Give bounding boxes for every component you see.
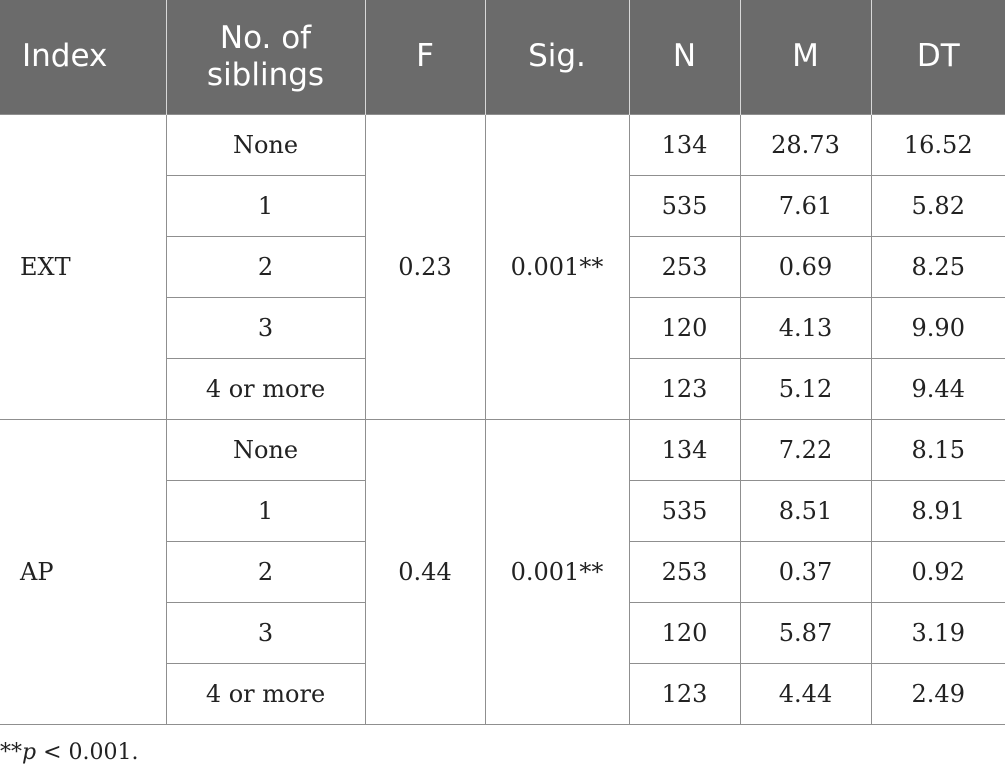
table-row: AP None 0.44 0.001** 134 7.22 8.15	[0, 418, 1005, 725]
dt-cell: 8.15	[870, 418, 1005, 481]
sig-cell: 0.001**	[484, 418, 630, 725]
m-cell: 0.69	[739, 235, 872, 298]
m-cell: 7.22	[739, 418, 872, 481]
dt-cell: 2.49	[870, 662, 1005, 725]
table-footnote: **p < 0.001.	[0, 740, 139, 765]
header-siblings-line1: No. of	[219, 19, 312, 56]
siblings-cell: 1	[166, 479, 366, 542]
header-siblings-line2: siblings	[206, 56, 325, 93]
n-cell: 120	[628, 296, 741, 359]
m-cell: 4.13	[739, 296, 872, 359]
table-row: 2 253 0.37 0.92	[0, 540, 1005, 603]
header-row: Index No. of siblings F Sig. N M DT	[0, 0, 1005, 114]
dt-cell: 3.19	[870, 601, 1005, 664]
siblings-cell: 2	[166, 235, 366, 298]
m-cell: 5.12	[739, 357, 872, 420]
header-n: N	[628, 0, 741, 114]
header-f: F	[364, 0, 486, 114]
n-cell: 123	[628, 357, 741, 420]
m-cell: 7.61	[739, 174, 872, 237]
table-row: 2 253 0.69 8.25	[0, 235, 1005, 298]
n-cell: 535	[628, 479, 741, 542]
n-cell: 134	[628, 113, 741, 176]
table-row: 4 or more 123 5.12 9.44	[0, 357, 1005, 420]
siblings-cell: 2	[166, 540, 366, 603]
footnote-text: < 0.001.	[36, 740, 139, 765]
header-siblings: No. of siblings	[165, 0, 366, 114]
dt-cell: 0.92	[870, 540, 1005, 603]
n-cell: 253	[628, 540, 741, 603]
m-cell: 28.73	[739, 113, 872, 176]
index-cell: AP	[0, 418, 167, 725]
footnote-p: p	[22, 740, 37, 765]
m-cell: 8.51	[739, 479, 872, 542]
table-row: 4 or more 123 4.44 2.49	[0, 662, 1005, 725]
dt-cell: 9.90	[870, 296, 1005, 359]
siblings-cell: 3	[166, 601, 366, 664]
header-m: M	[739, 0, 872, 114]
index-cell: EXT	[0, 113, 167, 420]
siblings-cell: 4 or more	[166, 357, 366, 420]
table-header: Index No. of siblings F Sig. N M DT	[0, 0, 1005, 114]
siblings-cell: None	[165, 418, 366, 481]
header-dt: DT	[870, 0, 1005, 114]
m-cell: 4.44	[739, 662, 872, 725]
table-row: EXT None 0.23 0.001** 134 28.73 16.52	[0, 113, 1005, 420]
f-cell: 0.23	[364, 113, 486, 420]
siblings-cell: 1	[166, 174, 366, 237]
results-table: Index No. of siblings F Sig. N M DT EXT N…	[0, 0, 1005, 725]
dt-cell: 8.91	[870, 479, 1005, 542]
sig-cell: 0.001**	[484, 113, 630, 420]
siblings-cell: 3	[166, 296, 366, 359]
footnote-stars: **	[0, 740, 22, 765]
siblings-cell: None	[165, 113, 366, 176]
header-index: Index	[0, 0, 167, 114]
dt-cell: 5.82	[870, 174, 1005, 237]
table-body: EXT None 0.23 0.001** 134 28.73 16.52 1 …	[0, 113, 1005, 725]
table-row: 3 120 5.87 3.19	[0, 601, 1005, 664]
m-cell: 0.37	[739, 540, 872, 603]
siblings-cell: 4 or more	[166, 662, 366, 725]
n-cell: 120	[628, 601, 741, 664]
dt-cell: 8.25	[870, 235, 1005, 298]
n-cell: 535	[628, 174, 741, 237]
f-cell: 0.44	[364, 418, 486, 725]
table-row: 1 535 8.51 8.91	[0, 479, 1005, 542]
header-sig: Sig.	[484, 0, 630, 114]
n-cell: 253	[628, 235, 741, 298]
table-row: 3 120 4.13 9.90	[0, 296, 1005, 359]
dt-cell: 16.52	[870, 113, 1005, 176]
m-cell: 5.87	[739, 601, 872, 664]
n-cell: 123	[628, 662, 741, 725]
dt-cell: 9.44	[870, 357, 1005, 420]
n-cell: 134	[628, 418, 741, 481]
